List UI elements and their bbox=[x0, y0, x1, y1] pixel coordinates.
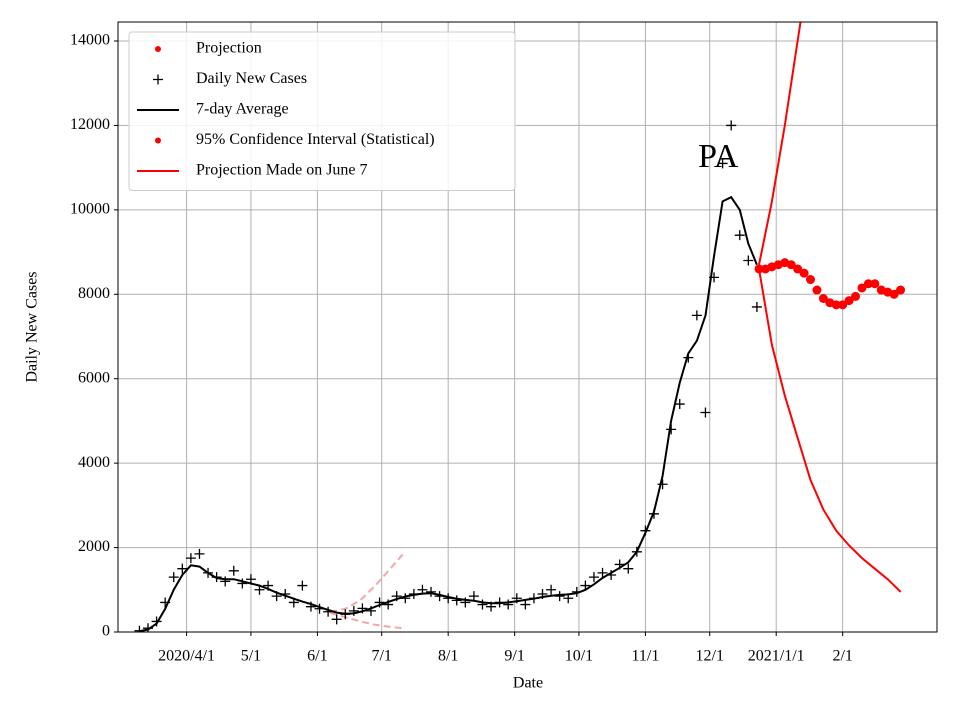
legend-label: Projection Made on June 7 bbox=[196, 162, 368, 179]
projection-dot bbox=[863, 279, 873, 289]
series-line bbox=[330, 612, 404, 630]
series-line bbox=[758, 22, 802, 265]
legend-marker bbox=[153, 74, 163, 85]
case-marker bbox=[237, 578, 248, 589]
projection-dot bbox=[806, 275, 816, 285]
x-tick-label: 11/1 bbox=[631, 648, 659, 665]
y-tick-label: 4000 bbox=[78, 454, 110, 471]
case-marker bbox=[503, 599, 514, 610]
projection-dot bbox=[870, 279, 880, 289]
legend-label: Daily New Cases bbox=[196, 70, 307, 87]
legend-label: Projection bbox=[196, 40, 262, 57]
x-tick-label: 12/1 bbox=[696, 648, 724, 665]
x-tick-label: 2/1 bbox=[832, 648, 852, 665]
case-marker bbox=[691, 310, 702, 321]
y-axis-label: Daily New Cases bbox=[24, 271, 41, 382]
case-marker bbox=[194, 548, 205, 559]
legend-marker bbox=[155, 137, 161, 144]
case-marker bbox=[717, 158, 728, 169]
series-line bbox=[330, 553, 404, 613]
x-tick-label: 2020/4/1 bbox=[158, 648, 215, 665]
projection-dot bbox=[818, 294, 828, 304]
case-marker bbox=[597, 567, 608, 578]
x-tick-label: 8/1 bbox=[438, 648, 458, 665]
projection-dot bbox=[754, 264, 764, 274]
y-tick-label: 2000 bbox=[78, 538, 110, 555]
legend-box bbox=[128, 31, 516, 191]
x-tick-label: 5/1 bbox=[241, 648, 261, 665]
x-axis-label: Date bbox=[513, 675, 543, 692]
case-marker bbox=[477, 599, 488, 610]
case-marker bbox=[185, 553, 196, 564]
case-marker bbox=[751, 301, 762, 312]
x-tick-label: 9/1 bbox=[504, 648, 524, 665]
series-line bbox=[139, 195, 758, 632]
legend-label: 7-day Average bbox=[196, 101, 289, 118]
y-tick-label: 6000 bbox=[78, 369, 110, 386]
x-tick-label: 6/1 bbox=[307, 648, 327, 665]
projection-dot bbox=[857, 283, 867, 293]
projection-dot bbox=[838, 300, 848, 310]
case-marker bbox=[331, 614, 342, 625]
x-tick-label: 10/1 bbox=[565, 648, 593, 665]
y-tick-label: 0 bbox=[102, 623, 110, 640]
case-marker bbox=[168, 572, 179, 583]
projection-dot bbox=[889, 289, 899, 299]
case-marker bbox=[657, 479, 668, 490]
legend-label: 95% Confidence Interval (Statistical) bbox=[196, 131, 435, 148]
projection-dot bbox=[799, 268, 809, 278]
projection-dot bbox=[851, 291, 861, 301]
x-tick-label: 7/1 bbox=[371, 648, 391, 665]
case-marker bbox=[426, 586, 437, 597]
projection-dot bbox=[896, 285, 906, 295]
case-marker bbox=[734, 230, 745, 241]
projection-dot bbox=[812, 285, 822, 295]
x-tick-label: 2021/1/1 bbox=[748, 648, 805, 665]
case-marker bbox=[674, 399, 685, 410]
case-marker bbox=[297, 580, 308, 591]
case-marker bbox=[743, 255, 754, 266]
legend-marker bbox=[155, 46, 161, 52]
plot-area bbox=[134, 22, 906, 632]
projection-dot bbox=[786, 260, 796, 270]
y-tick-label: 8000 bbox=[78, 285, 110, 302]
projection-dot bbox=[844, 296, 854, 306]
case-marker bbox=[228, 565, 239, 576]
case-marker bbox=[700, 407, 711, 418]
case-marker bbox=[177, 563, 188, 574]
series-line bbox=[758, 268, 902, 593]
case-marker bbox=[451, 595, 462, 606]
y-tick-label: 10000 bbox=[70, 201, 110, 218]
case-marker bbox=[588, 572, 599, 583]
axes-frame bbox=[117, 21, 938, 633]
case-marker bbox=[546, 584, 557, 595]
case-marker bbox=[468, 591, 479, 602]
case-marker bbox=[520, 599, 531, 610]
case-marker bbox=[220, 576, 231, 587]
projection-dot bbox=[793, 264, 803, 274]
annotation: PA bbox=[698, 138, 739, 175]
case-marker bbox=[623, 563, 634, 574]
y-tick-label: 14000 bbox=[70, 32, 110, 49]
y-tick-label: 12000 bbox=[70, 116, 110, 133]
case-marker bbox=[726, 120, 737, 131]
projection-dot bbox=[831, 300, 841, 310]
